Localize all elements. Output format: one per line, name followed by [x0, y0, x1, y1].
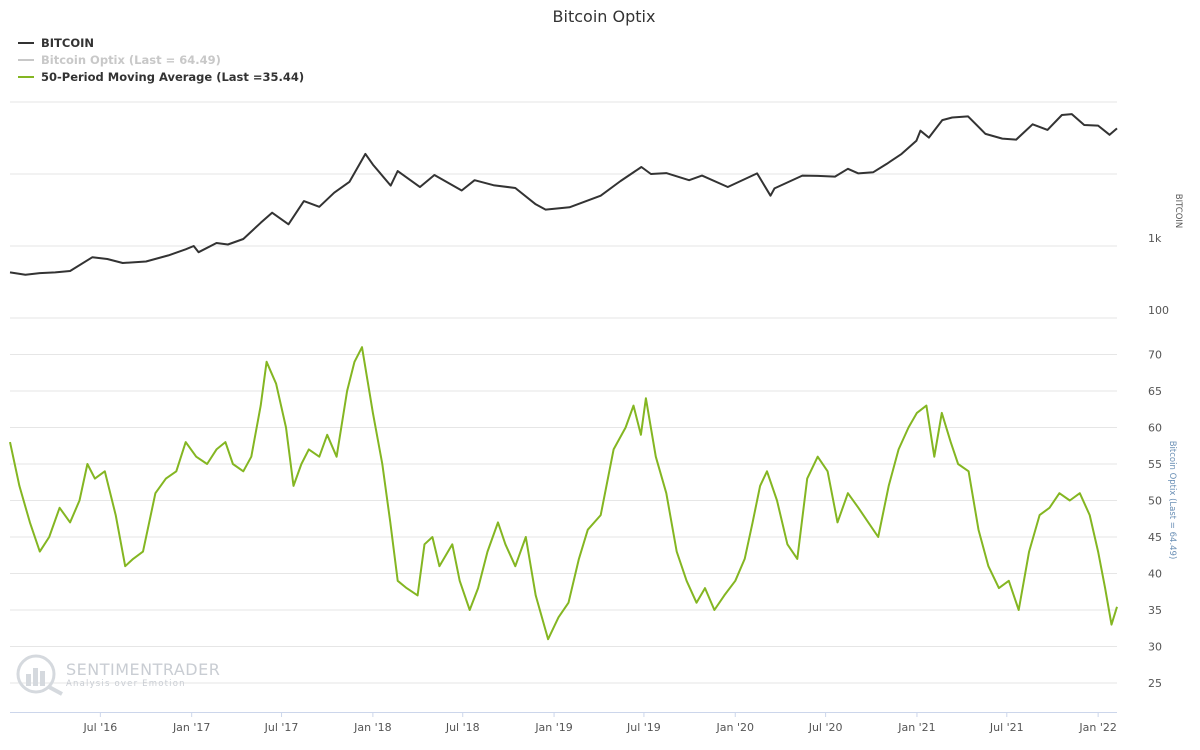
legend-item-optix[interactable]: Bitcoin Optix (Last = 64.49) — [18, 53, 221, 67]
watermark-logo-icon — [16, 654, 63, 696]
x-tick-label: Jul '21 — [989, 721, 1024, 734]
y-tick-label-optix: 25 — [1148, 677, 1162, 690]
series-line-moving-average — [9, 346, 1118, 641]
legend-label-moving-average: 50-Period Moving Average (Last =35.44) — [41, 70, 304, 84]
y-tick-label-optix: 35 — [1148, 604, 1162, 617]
y-tick-label-optix: 40 — [1148, 568, 1162, 581]
x-axis: Jul '16 Jan '17 Jul '17 Jan '18 Jul '18 Jan '… — [82, 712, 1117, 734]
series-line-bitcoin — [9, 113, 1118, 276]
x-tick-label: Jan '22 — [1078, 721, 1116, 734]
y-tick-label-optix: 55 — [1148, 458, 1162, 471]
y-tick-label-optix: 60 — [1148, 422, 1162, 435]
legend-label-optix: Bitcoin Optix (Last = 64.49) — [41, 53, 221, 67]
x-tick-label: Jul '19 — [626, 721, 661, 734]
legend-label-bitcoin: BITCOIN — [41, 36, 94, 50]
x-tick-label: Jul '18 — [445, 721, 480, 734]
y-axis-title-bitcoin: BITCOIN — [1173, 194, 1183, 229]
x-tick-label: Jan '18 — [353, 721, 391, 734]
grid-lines — [10, 101, 1117, 684]
watermark-tagline: Analysis over Emotion — [66, 679, 186, 689]
y-tick-label-bitcoin: 100 — [1148, 304, 1169, 317]
chart-title: Bitcoin Optix — [553, 7, 656, 26]
y-tick-label-optix: 30 — [1148, 641, 1162, 654]
x-tick-label: Jan '21 — [897, 721, 935, 734]
x-tick-label: Jul '16 — [82, 721, 117, 734]
x-tick-label: Jul '20 — [808, 721, 843, 734]
legend-item-bitcoin[interactable]: BITCOIN — [18, 36, 94, 50]
y-tick-label-optix: 45 — [1148, 531, 1162, 544]
y-tick-label-bitcoin: 1k — [1148, 232, 1162, 245]
y-tick-label-optix: 65 — [1148, 385, 1162, 398]
y-tick-label-optix: 70 — [1148, 349, 1162, 362]
watermark-brand: SENTIMENTRADER — [66, 660, 220, 679]
y-axis-optix: 25 30 35 40 45 50 55 60 65 70 — [1148, 349, 1162, 691]
legend-item-moving-average[interactable]: 50-Period Moving Average (Last =35.44) — [18, 70, 304, 84]
legend: BITCOIN Bitcoin Optix (Last = 64.49) 50-… — [18, 36, 304, 84]
x-tick-label: Jan '17 — [172, 721, 210, 734]
y-axis-bitcoin: 100 1k — [1148, 232, 1169, 317]
watermark: SENTIMENTRADER Analysis over Emotion — [16, 654, 220, 696]
y-axis-title-optix: Bitcoin Optix (Last = 64.49) — [1167, 441, 1177, 560]
x-tick-label: Jul '17 — [264, 721, 299, 734]
y-tick-label-optix: 50 — [1148, 495, 1162, 508]
x-tick-label: Jan '19 — [534, 721, 572, 734]
x-tick-label: Jan '20 — [716, 721, 754, 734]
